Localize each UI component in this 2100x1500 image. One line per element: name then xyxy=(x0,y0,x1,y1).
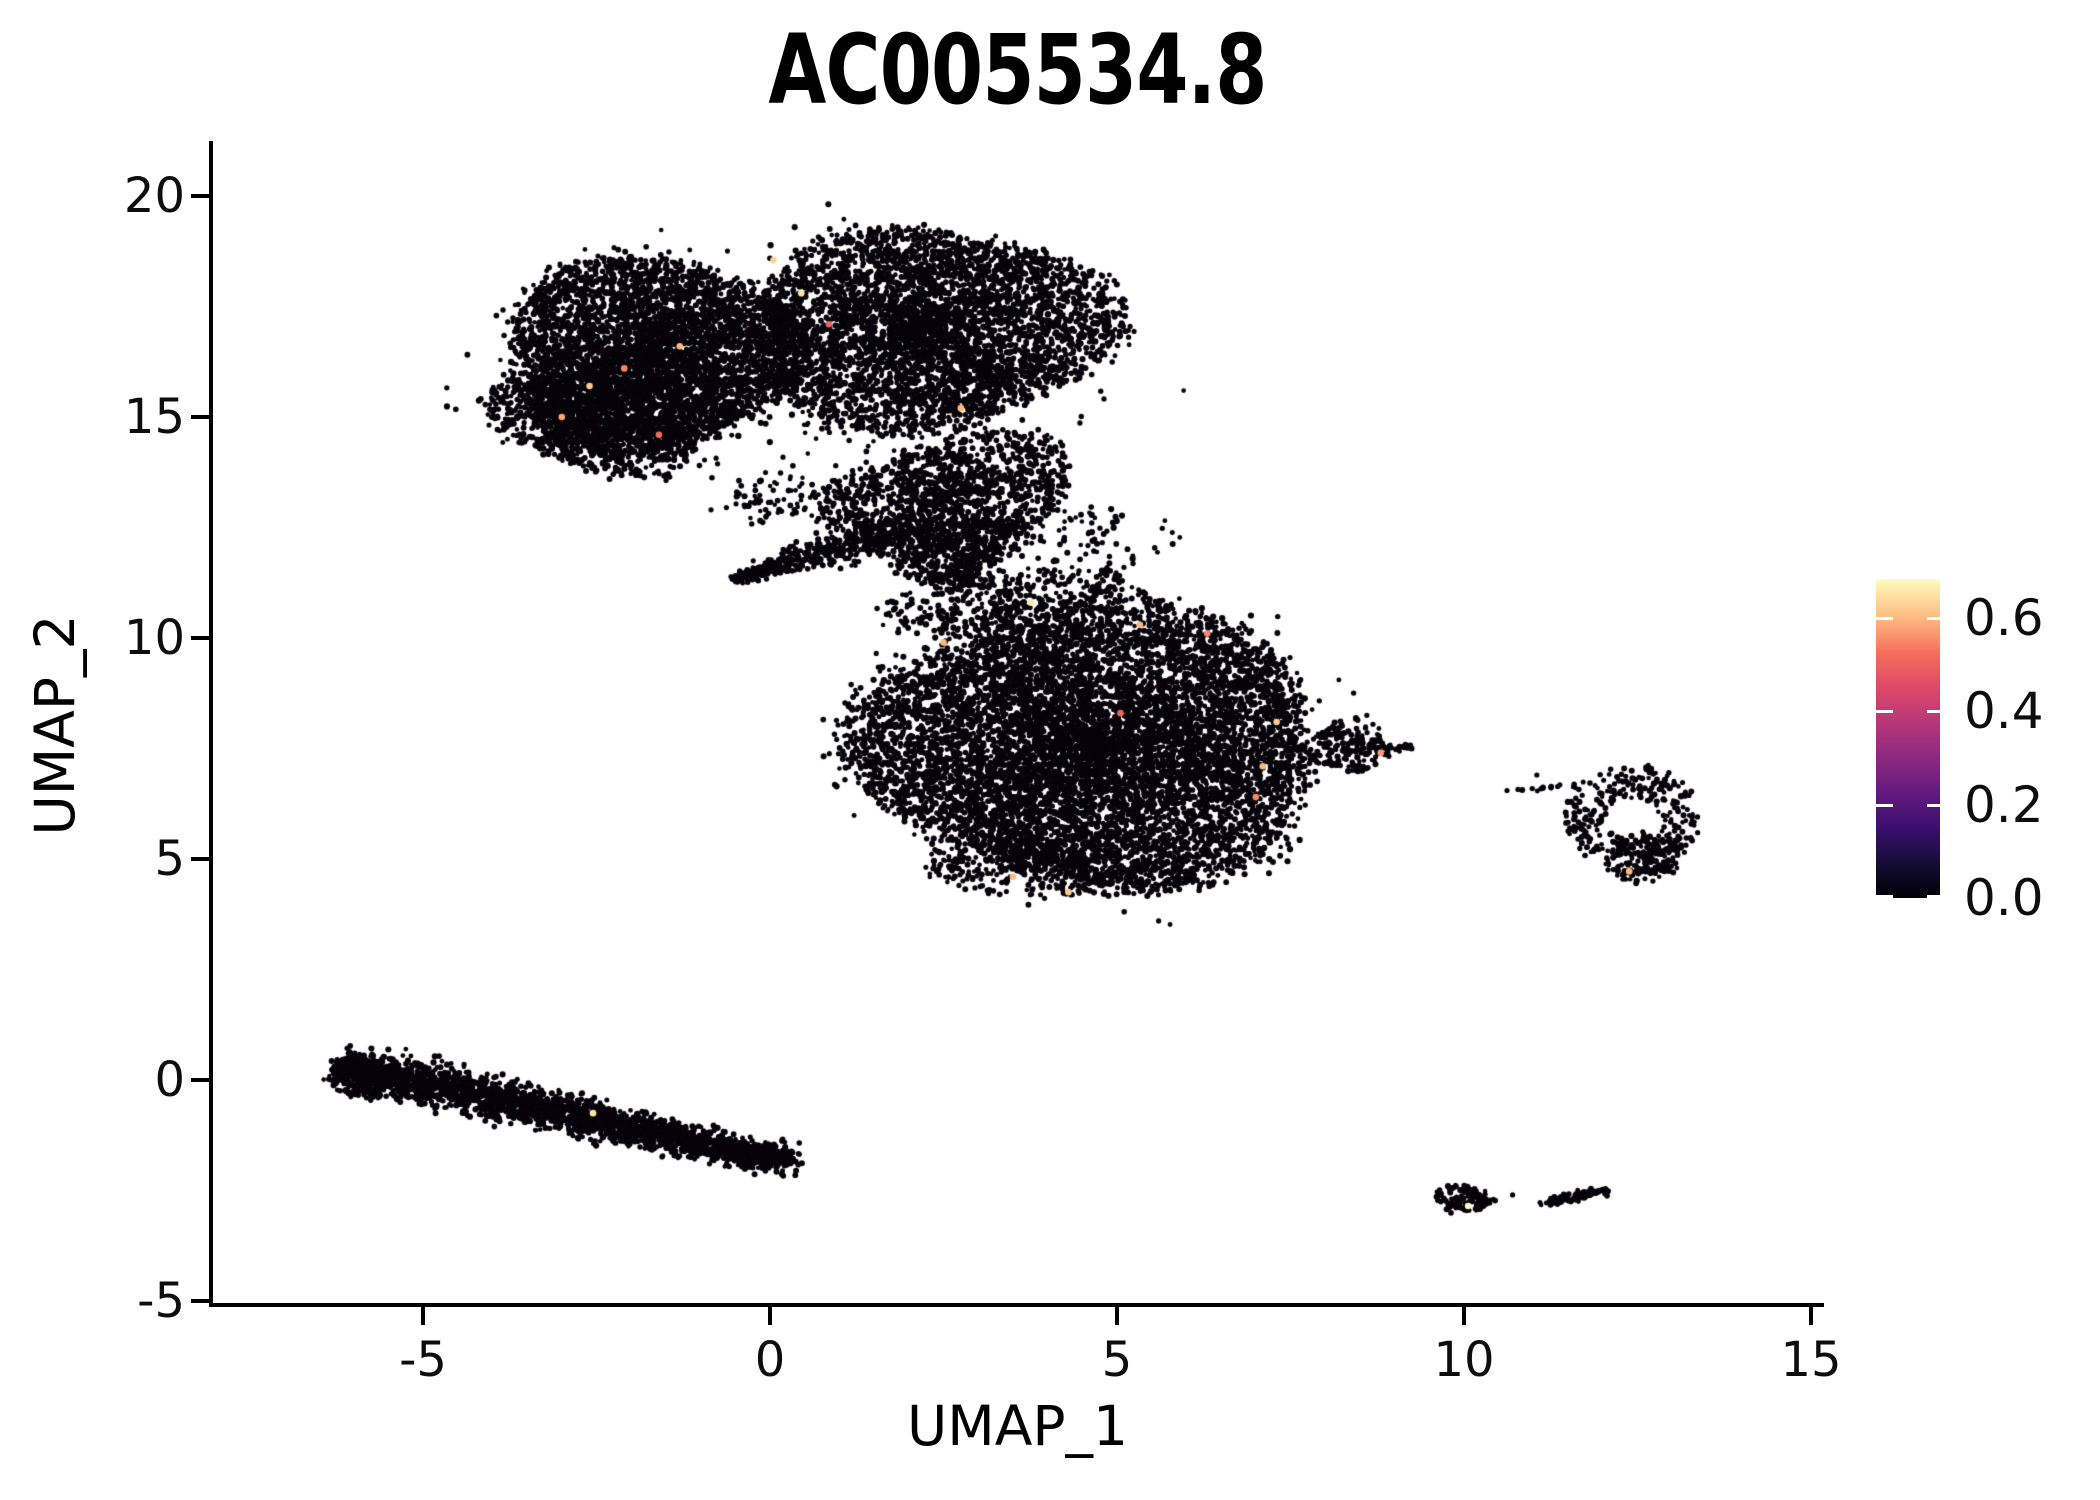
colorbar-tick-label: 0.4 xyxy=(1964,682,2044,741)
x-tick xyxy=(1115,1307,1119,1325)
colorbar-tick xyxy=(1927,803,1940,807)
colorbar-tick-label: 0.0 xyxy=(1964,869,2044,927)
x-tick-label: -5 xyxy=(399,1332,447,1388)
colorbar-tick xyxy=(1876,895,1893,898)
x-tick xyxy=(421,1307,425,1325)
colorbar-tick xyxy=(1927,617,1940,621)
colorbar-tick xyxy=(1876,617,1893,621)
y-tick xyxy=(191,194,211,198)
y-axis-title: UMAP_2 xyxy=(23,614,87,836)
x-tick-label: 10 xyxy=(1433,1332,1495,1388)
colorbar-tick xyxy=(1927,710,1940,714)
x-tick-label: 5 xyxy=(1101,1332,1133,1388)
colorbar-tick-label: 0.6 xyxy=(1964,589,2044,648)
x-tick-label: 15 xyxy=(1780,1332,1842,1388)
x-axis-line xyxy=(209,1303,1824,1307)
y-tick-label: 10 xyxy=(123,610,185,666)
x-tick xyxy=(768,1307,772,1325)
x-axis-title: UMAP_1 xyxy=(907,1394,1128,1458)
y-tick-label: -5 xyxy=(137,1273,185,1329)
y-tick xyxy=(191,1078,211,1082)
y-tick-label: 0 xyxy=(154,1052,185,1108)
x-tick-label: 0 xyxy=(754,1332,786,1388)
y-tick xyxy=(191,636,211,640)
colorbar-tick xyxy=(1876,803,1893,807)
y-tick xyxy=(191,415,211,419)
y-axis-line xyxy=(209,141,213,1307)
colorbar-tick xyxy=(1876,710,1893,714)
y-tick xyxy=(191,857,211,861)
y-tick xyxy=(191,1299,211,1303)
x-tick xyxy=(1462,1307,1466,1325)
y-tick-label: 15 xyxy=(123,389,185,445)
colorbar-gradient xyxy=(1876,579,1940,898)
y-tick-label: 5 xyxy=(154,831,185,887)
x-tick xyxy=(1809,1307,1813,1325)
colorbar-tick-label: 0.2 xyxy=(1964,775,2044,834)
colorbar-tick xyxy=(1927,895,1940,898)
y-tick-label: 20 xyxy=(123,168,185,224)
